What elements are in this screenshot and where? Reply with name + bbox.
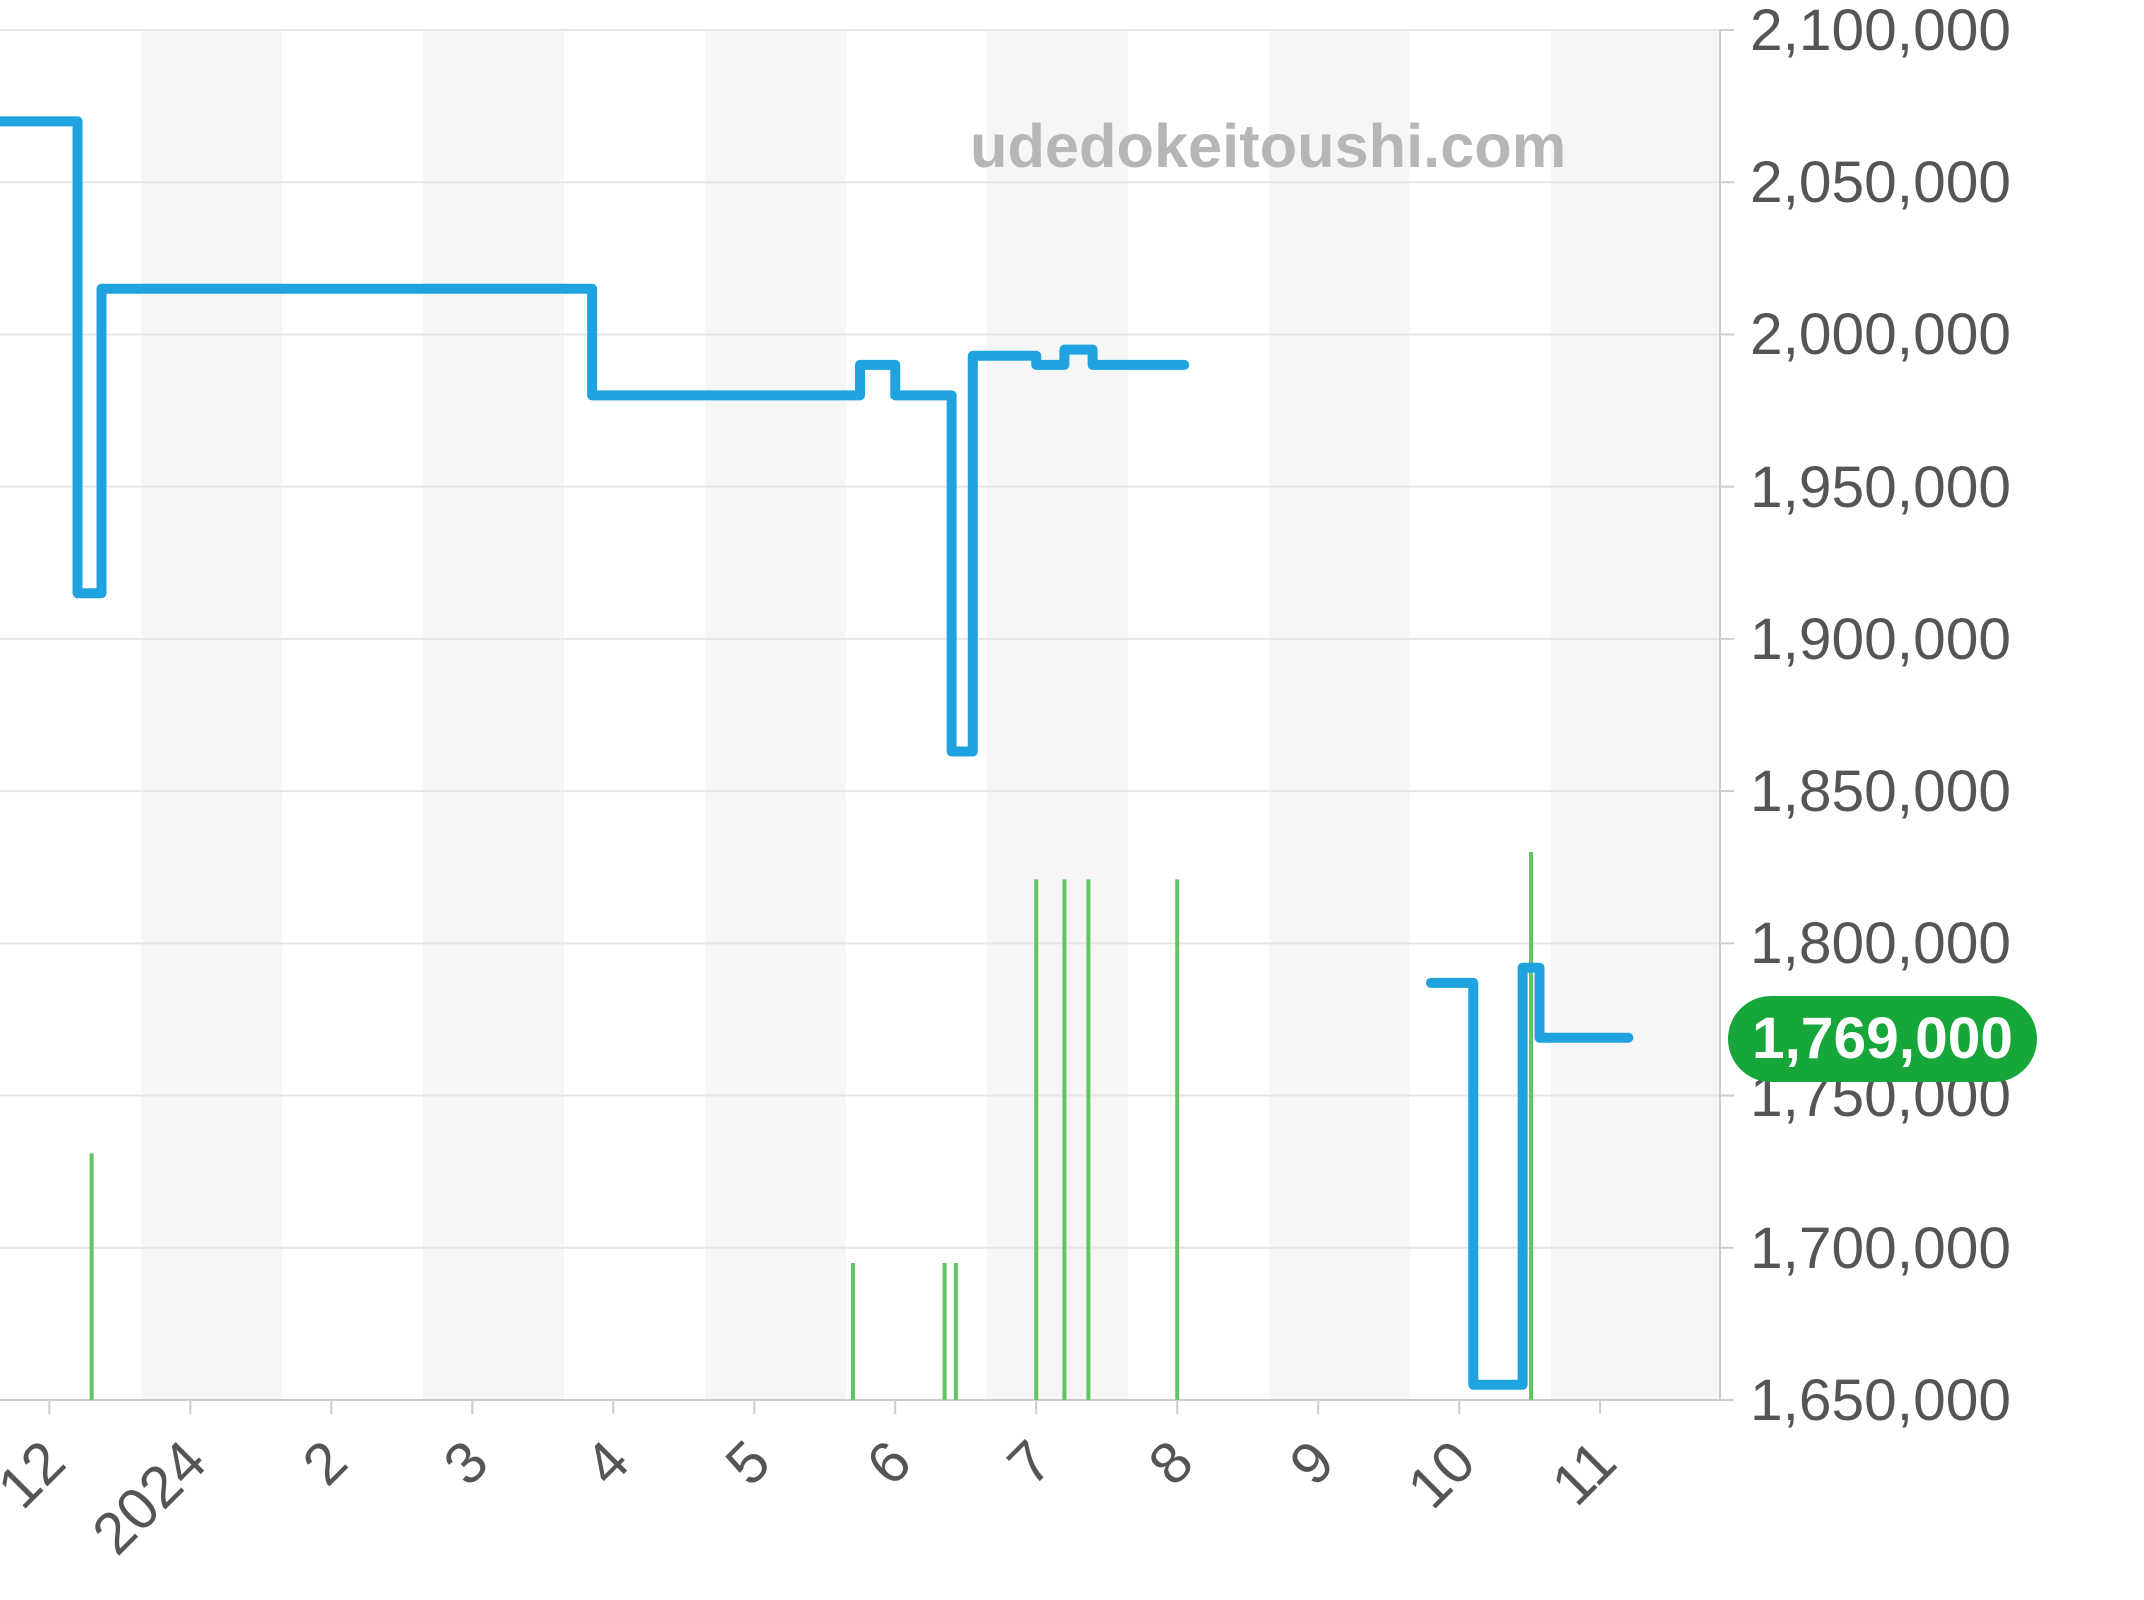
current-price-value: 1,769,000 xyxy=(1752,1005,2013,1072)
y-tick-label: 2,100,000 xyxy=(1750,0,2011,64)
y-tick-label: 2,050,000 xyxy=(1750,149,2011,216)
y-tick-label: 1,900,000 xyxy=(1750,606,2011,673)
y-tick-label: 1,850,000 xyxy=(1750,758,2011,825)
y-tick-label: 1,800,000 xyxy=(1750,910,2011,977)
y-tick-label: 1,950,000 xyxy=(1750,454,2011,521)
y-tick-label: 2,000,000 xyxy=(1750,301,2011,368)
y-tick-label: 1,650,000 xyxy=(1750,1367,2011,1434)
y-tick-label: 1,700,000 xyxy=(1750,1215,2011,1282)
price-chart: udedokeitoushi.com 1,650,0001,700,0001,7… xyxy=(0,0,2144,1600)
current-price-badge: 1,769,000 xyxy=(1728,996,2037,1082)
